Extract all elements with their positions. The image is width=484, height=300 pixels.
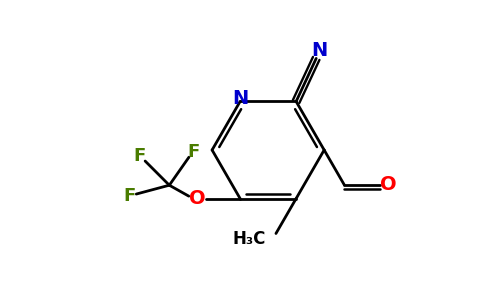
Text: N: N (232, 89, 248, 108)
Text: O: O (189, 189, 206, 208)
Text: N: N (312, 41, 328, 60)
Text: F: F (133, 147, 146, 165)
Text: F: F (187, 143, 200, 161)
Text: H₃C: H₃C (232, 230, 266, 248)
Text: F: F (123, 188, 136, 206)
Text: O: O (380, 176, 397, 194)
